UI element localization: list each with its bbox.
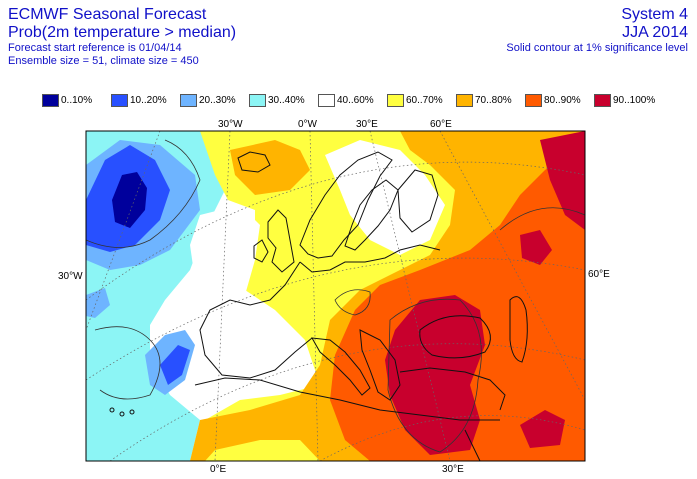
chart-subtitle: Prob(2m temperature > median) xyxy=(8,24,237,41)
legend-swatch xyxy=(111,94,128,107)
region-70-80 xyxy=(230,140,310,195)
contour-note: Solid contour at 1% significance level xyxy=(506,42,688,54)
region-40-60 xyxy=(190,205,260,300)
region-20-30 xyxy=(86,288,110,318)
axis-label-left: 30°W xyxy=(58,271,83,282)
region-90-100 xyxy=(520,410,565,448)
region-0-10 xyxy=(112,172,147,228)
axis-label-bottom: 30°E xyxy=(442,464,464,475)
graticule xyxy=(86,131,585,461)
legend-swatch xyxy=(42,94,59,107)
map-fill xyxy=(86,131,585,461)
map-frame xyxy=(85,130,586,462)
region-90-100 xyxy=(540,131,585,230)
system-label: System 4 xyxy=(621,6,688,23)
legend-label: 80..90% xyxy=(544,95,581,106)
chart-title: ECMWF Seasonal Forecast xyxy=(8,6,207,23)
coastlines xyxy=(109,151,528,461)
legend-swatch xyxy=(387,94,404,107)
legend-label: 40..60% xyxy=(337,95,374,106)
legend-label: 20..30% xyxy=(199,95,236,106)
significance-contours xyxy=(86,139,585,453)
legend-label: 70..80% xyxy=(475,95,512,106)
legend-label: 90..100% xyxy=(613,95,656,106)
legend-swatch xyxy=(180,94,197,107)
axis-label-right: 60°E xyxy=(588,269,610,280)
legend-label: 0..10% xyxy=(61,95,93,106)
region-40-60 xyxy=(325,140,445,255)
legend-swatch xyxy=(594,94,611,107)
axis-label-top: 30°E xyxy=(356,119,378,130)
legend-swatch xyxy=(249,94,266,107)
region-90-100 xyxy=(385,295,485,455)
season-label: JJA 2014 xyxy=(622,24,688,41)
axis-label-top: 0°W xyxy=(298,119,318,130)
legend-swatch xyxy=(456,94,473,107)
axis-label-top: 60°E xyxy=(430,119,452,130)
region-90-100 xyxy=(520,230,552,265)
axis-label-top: 30°W xyxy=(218,119,243,130)
start-reference: Forecast start reference is 01/04/14 xyxy=(8,42,182,54)
header-right: System 4 JJA 2014 Solid contour at 1% si… xyxy=(506,6,688,55)
legend-swatch xyxy=(525,94,542,107)
region-10-20 xyxy=(160,345,190,385)
ensemble-size: Ensemble size = 51, climate size = 450 xyxy=(8,55,199,67)
legend-label: 10..20% xyxy=(130,95,167,106)
legend-swatch xyxy=(318,94,335,107)
legend-label: 60..70% xyxy=(406,95,443,106)
axis-label-bottom: 0°E xyxy=(210,464,227,475)
legend-label: 30..40% xyxy=(268,95,305,106)
header-left: ECMWF Seasonal Forecast Prob(2m temperat… xyxy=(8,6,236,68)
